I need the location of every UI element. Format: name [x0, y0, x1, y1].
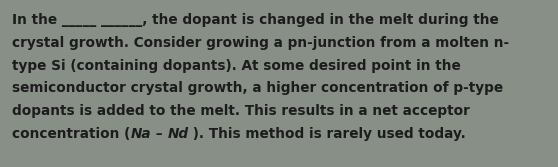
Text: In the _____ ______, the dopant is changed in the melt during the: In the _____ ______, the dopant is chang…	[12, 13, 499, 27]
Text: Na: Na	[130, 127, 151, 141]
Text: Nd: Nd	[167, 127, 189, 141]
Text: semiconductor crystal growth, a higher concentration of p-type: semiconductor crystal growth, a higher c…	[12, 81, 503, 95]
Text: ). This method is rarely used today.: ). This method is rarely used today.	[189, 127, 466, 141]
Text: type Si (containing dopants). At some desired point in the: type Si (containing dopants). At some de…	[12, 59, 461, 73]
Text: –: –	[151, 127, 167, 141]
Text: crystal growth. Consider growing a pn-junction from a molten n-: crystal growth. Consider growing a pn-ju…	[12, 36, 509, 50]
Text: dopants is added to the melt. This results in a net acceptor: dopants is added to the melt. This resul…	[12, 104, 470, 118]
Text: concentration (: concentration (	[12, 127, 130, 141]
